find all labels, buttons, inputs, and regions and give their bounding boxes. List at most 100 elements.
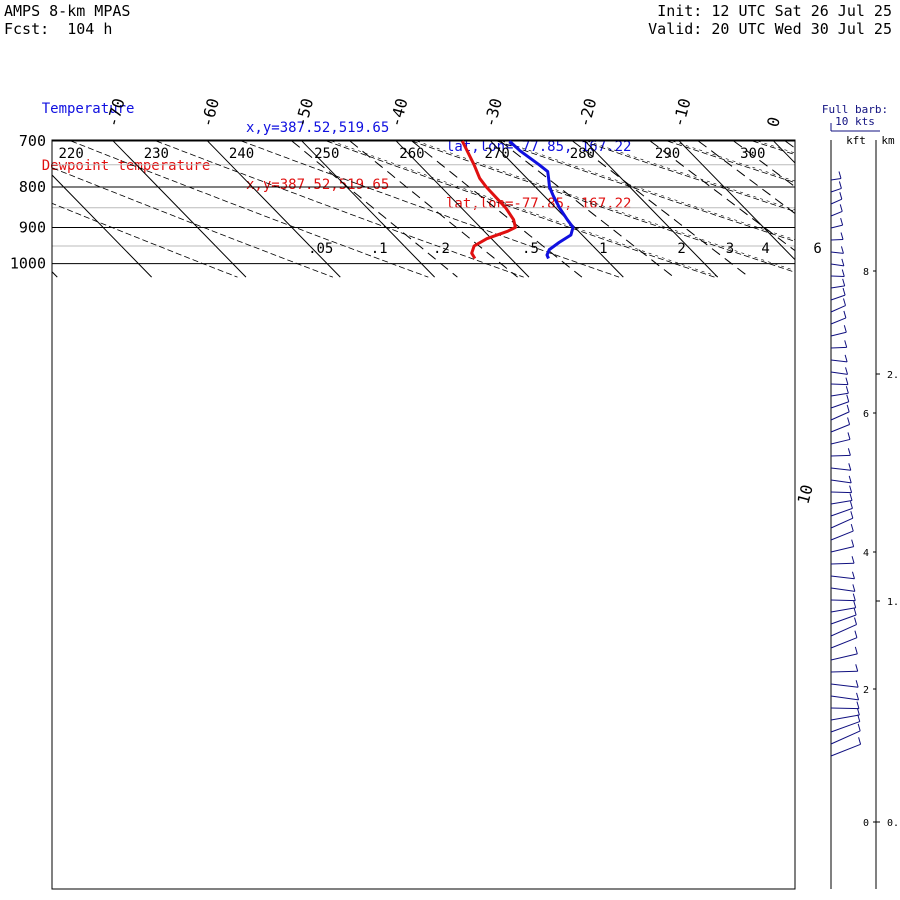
dewpoint-trace (460, 140, 517, 260)
isotherm-line (584, 140, 719, 278)
isotherm-line (112, 140, 247, 278)
dry-adiabat-line (497, 140, 795, 242)
kft-axis-label: kft (846, 134, 866, 147)
wind-barb-shaft (830, 251, 844, 254)
header-left: AMPS 8-km MPAS Fcst: 104 h (4, 2, 130, 38)
axis-labels: 700 800 900 1000 .05 .1 .2 .5 1 2 3 4 6 220 230 240 250 2… (10, 96, 822, 506)
wind-barb-shaft (830, 507, 853, 517)
moist-adiabat-line (331, 140, 720, 278)
mixing-ratio-label: 6 (813, 241, 821, 257)
wind-barb-flag (853, 607, 857, 616)
wind-barb-shaft (830, 599, 856, 602)
temperature-tick-label: -10 (669, 96, 695, 129)
legend-temperature-xy: x,y=387.52,519.65 (246, 120, 390, 136)
theta-label: 250 (314, 146, 339, 162)
wind-barb-flag (849, 493, 853, 501)
wind-barb-shaft (830, 467, 851, 471)
km-tick-label: 0. (887, 818, 899, 829)
wind-barb-shaft (830, 500, 853, 505)
wind-barb-shaft (830, 401, 849, 409)
wind-barb-flag (855, 664, 859, 672)
wind-barb-flag (840, 232, 844, 240)
wind-barb-shaft (830, 331, 847, 337)
wind-barb-shaft (830, 683, 859, 688)
dry-adiabat-line (241, 140, 620, 278)
legend-dewpoint-xy: x,y=387.52,519.65 (246, 177, 390, 193)
wind-barb-shaft (830, 285, 845, 289)
wind-panel: Full barb:10 kts kft km 8 6 4 2 0 2. 1. 0. (822, 103, 899, 889)
dry-adiabat-line (667, 140, 795, 184)
wind-barb-shaft (830, 178, 842, 181)
wind-barb-flag (851, 571, 855, 579)
wind-barb-flag (843, 310, 847, 319)
wind-barb-flag (847, 448, 851, 456)
theta-label: 300 (740, 146, 765, 162)
wind-panel-title: Full barb: (822, 103, 888, 116)
wind-barb-shaft (830, 383, 848, 386)
wind-barb-flag (838, 181, 842, 189)
moist-adiabat-line (416, 140, 795, 271)
mixing-ratio-label: .2 (433, 241, 450, 257)
moist-adiabat-line (757, 140, 795, 154)
isotherm-line (490, 140, 624, 278)
wind-barb-shaft (830, 517, 854, 529)
wind-barb-flag (846, 404, 850, 413)
theta-label: 290 (655, 146, 680, 162)
temperature-tick-label: -40 (386, 96, 412, 129)
wind-barb-flag (838, 171, 842, 179)
wind-barb-shaft (830, 607, 856, 613)
temperature-tick-group: 0 (763, 115, 784, 129)
wind-barb-shaft (830, 491, 852, 494)
wind-barb-shaft (830, 730, 861, 745)
mixing-ratio-line (785, 140, 795, 149)
valid-time: Valid: 20 UTC Wed 30 Jul 25 (648, 20, 892, 38)
wind-barb-shaft (830, 614, 857, 625)
wind-barb-flag (840, 217, 844, 226)
pressure-tick-label: 800 (19, 178, 46, 196)
temperature-tick-label: 0 (763, 115, 784, 129)
wind-barb-flag (839, 192, 843, 200)
background-grid (52, 140, 900, 278)
theta-label: 240 (229, 146, 254, 162)
mixing-ratio-line (349, 140, 518, 278)
mixing-ratio-label: .1 (371, 241, 388, 257)
wind-barb-flag (852, 593, 856, 601)
mixing-ratio-label: 3 (726, 241, 734, 257)
wind-barb-flag (839, 204, 843, 212)
wind-barb-flag (851, 539, 855, 547)
isotherm-line (678, 140, 795, 261)
kft-tick-label: 0 (863, 818, 869, 829)
wind-barb-flag (844, 340, 848, 348)
wind-barb-shaft (830, 275, 845, 278)
wind-barb-shaft (830, 187, 842, 193)
temperature-tick-group: -40 (386, 96, 412, 129)
wind-barb-shaft (830, 411, 850, 421)
theta-label: 230 (144, 146, 169, 162)
wind-barb-flag (847, 432, 851, 440)
km-tick-label: 1. (887, 597, 899, 608)
dry-adiabat-line (52, 167, 334, 278)
isotherm-line (868, 141, 900, 277)
mixing-ratio-label: .5 (522, 241, 539, 257)
dry-adiabat-line (156, 140, 524, 278)
wind-barb-flag (853, 600, 857, 608)
kft-tick-label: 8 (863, 267, 869, 278)
wind-barb-shaft (830, 263, 844, 267)
wind-barb-flag (850, 511, 854, 519)
wind-barb-shaft (830, 424, 850, 433)
wind-barb-flag (845, 386, 849, 394)
wind-panel-subtitle: 10 kts (835, 115, 875, 128)
wind-barb-shaft (830, 707, 859, 710)
legend-row-temperature: Temperature x,y=387.52,519.65 lat,lon=-7… (8, 81, 632, 155)
isotherm-line (207, 140, 341, 278)
dry-adiabat-line (411, 140, 795, 273)
legend-temperature-latlon: lat,lon=-77.85, 167.22 (446, 139, 632, 155)
mixing-ratio-label: 2 (677, 241, 685, 257)
temperature-tick-group: -50 (291, 96, 317, 129)
dry-adiabat-line (582, 140, 795, 212)
wind-barb-shaft (830, 305, 846, 313)
wind-barb-shaft (830, 587, 855, 592)
wind-barb-flag (856, 692, 860, 701)
wind-barb-shaft (830, 359, 848, 363)
